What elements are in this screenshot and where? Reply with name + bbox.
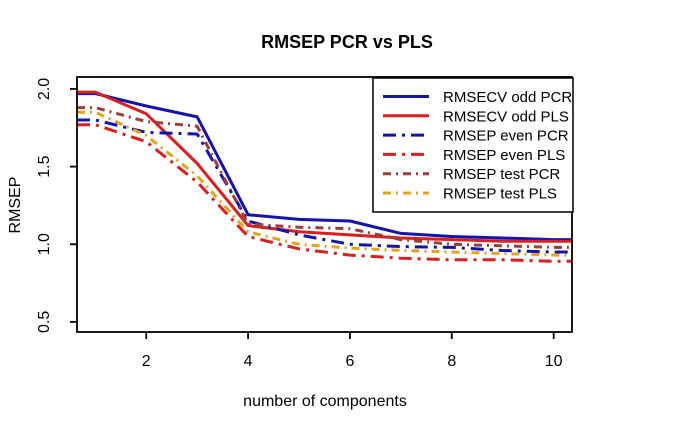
legend-item-rmsep-even-pcr: RMSEP even PCR: [383, 128, 569, 145]
legend-label-rmsecv-odd-pls: RMSECV odd PLS: [443, 108, 569, 125]
series-line-rmsep-test-pcr: [77, 106, 572, 249]
x-tick-label-2: 2: [142, 353, 151, 370]
x-tick-label-8: 8: [447, 353, 456, 370]
series-lines: [77, 90, 572, 263]
legend-box: [372, 77, 574, 213]
legend-item-rmsep-test-pls: RMSEP test PLS: [383, 186, 557, 203]
legend-item-rmsecv-odd-pcr: RMSECV odd PCR: [383, 89, 572, 106]
legend: RMSECV odd PCR RMSECV odd PLS RMSEP even P…: [372, 77, 574, 213]
x-axis-ticks: 2 4 6 8 10: [142, 332, 563, 370]
x-tick-label-4: 4: [244, 353, 253, 370]
legend-items: RMSECV odd PCR RMSECV odd PLS RMSEP even P…: [383, 89, 572, 203]
series-line-rmsecv-odd-pcr: [77, 92, 572, 242]
x-tick-label-10: 10: [545, 353, 563, 370]
y-tick-label-1: 1.0: [36, 233, 53, 255]
series-line-rmsecv-odd-pls: [77, 90, 572, 243]
x-axis-label: number of components: [243, 393, 407, 410]
legend-label-rmsecv-odd-pcr: RMSECV odd PCR: [443, 89, 572, 106]
y-tick-label-0.5: 0.5: [36, 311, 53, 333]
legend-label-rmsep-test-pls: RMSEP test PLS: [443, 186, 557, 203]
legend-item-rmsep-test-pcr: RMSEP test PCR: [383, 166, 560, 183]
y-axis-ticks: 0.5 1.0 1.5 2.0: [36, 78, 77, 333]
legend-label-rmsep-even-pls: RMSEP even PLS: [443, 147, 565, 164]
y-tick-label-2: 2.0: [36, 78, 53, 100]
y-axis-label: RMSEP: [7, 177, 24, 234]
legend-item-rmsep-even-pls: RMSEP even PLS: [383, 147, 565, 164]
x-tick-label-6: 6: [346, 353, 355, 370]
legend-label-rmsep-test-pcr: RMSEP test PCR: [443, 166, 560, 183]
y-tick-label-1.5: 1.5: [36, 155, 53, 177]
legend-item-rmsecv-odd-pls: RMSECV odd PLS: [383, 108, 569, 125]
series-line-rmsep-even-pls: [77, 123, 572, 263]
chart-title: RMSEP PCR vs PLS: [261, 32, 433, 52]
series-line-rmsep-test-pls: [77, 110, 572, 257]
legend-label-rmsep-even-pcr: RMSEP even PCR: [443, 128, 569, 145]
